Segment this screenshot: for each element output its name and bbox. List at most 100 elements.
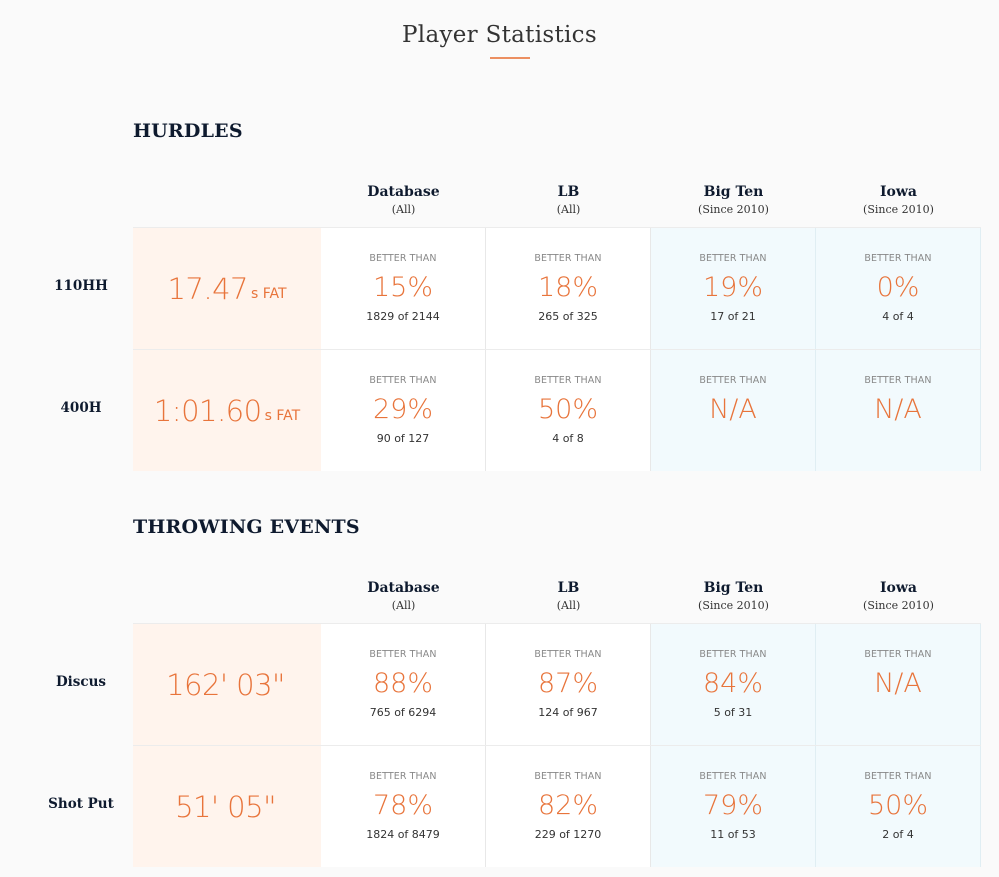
column-name: LB xyxy=(557,580,580,596)
section-title: THROWING EVENTS xyxy=(133,516,360,538)
percentile-value: 50% xyxy=(867,790,928,821)
better-than-label: BETTER THAN xyxy=(864,771,932,782)
rank-count: 4 of 8 xyxy=(552,432,584,445)
column-scope: (Since 2010) xyxy=(863,599,934,612)
rank-count: 1829 of 2144 xyxy=(366,310,440,323)
table-row: Shot Put 51' 05" BETTER THAN 78% 1824 of… xyxy=(0,746,999,867)
event-label: Discus xyxy=(55,674,107,690)
rank-count: 229 of 1270 xyxy=(534,828,602,841)
stat-cell-database: BETTER THAN 15% 1829 of 2144 xyxy=(321,228,486,349)
rank-count: 265 of 325 xyxy=(538,310,598,323)
row-divider xyxy=(133,745,981,746)
rank-count: 5 of 31 xyxy=(713,706,753,719)
column-header-big-ten: Big Ten (Since 2010) xyxy=(651,580,816,612)
column-name: Iowa xyxy=(879,580,917,596)
stat-cell-big-ten: BETTER THAN 19% 17 of 21 xyxy=(651,228,816,349)
column-header-big-ten: Big Ten (Since 2010) xyxy=(651,184,816,216)
rank-count: 1824 of 8479 xyxy=(366,828,440,841)
title-underline xyxy=(490,57,530,59)
table-row: 400H 1:01.60 s FAT BETTER THAN 29% 90 of… xyxy=(0,350,999,471)
stat-cell-iowa: BETTER THAN N/A xyxy=(816,624,981,745)
percentile-value: 50% xyxy=(537,394,598,425)
column-scope: (Since 2010) xyxy=(698,599,769,612)
percentile-value: 87% xyxy=(537,668,598,699)
row-divider xyxy=(133,349,981,350)
column-scope: (All) xyxy=(391,203,416,216)
column-header-lb: LB (All) xyxy=(486,580,651,612)
table-row: 110HH 17.47 s FAT BETTER THAN 15% 1829 o… xyxy=(0,228,999,349)
percentile-value: N/A xyxy=(874,394,922,425)
column-name: Big Ten xyxy=(703,580,764,596)
rank-count: 4 of 4 xyxy=(882,310,914,323)
rank-count: 2 of 4 xyxy=(882,828,914,841)
better-than-label: BETTER THAN xyxy=(369,771,437,782)
personal-best-value: 17.47 xyxy=(167,271,248,306)
better-than-label: BETTER THAN xyxy=(534,375,602,386)
rank-count: 11 of 53 xyxy=(710,828,756,841)
better-than-label: BETTER THAN xyxy=(369,375,437,386)
personal-best-cell: 162' 03" xyxy=(133,624,322,745)
personal-best-value: 51' 05" xyxy=(175,789,276,824)
section-title: HURDLES xyxy=(133,120,243,142)
percentile-value: 84% xyxy=(702,668,763,699)
percentile-value: 79% xyxy=(702,790,763,821)
stat-cell-lb: BETTER THAN 18% 265 of 325 xyxy=(486,228,651,349)
stat-cell-lb: BETTER THAN 87% 124 of 967 xyxy=(486,624,651,745)
better-than-label: BETTER THAN xyxy=(699,771,767,782)
table-top-border xyxy=(133,623,981,624)
column-header-lb: LB (All) xyxy=(486,184,651,216)
personal-best-cell: 17.47 s FAT xyxy=(133,228,322,349)
percentile-value: 0% xyxy=(876,272,920,303)
personal-best-value: 1:01.60 xyxy=(153,393,262,428)
percentile-value: N/A xyxy=(709,394,757,425)
rank-count: 124 of 967 xyxy=(538,706,598,719)
better-than-label: BETTER THAN xyxy=(369,649,437,660)
better-than-label: BETTER THAN xyxy=(864,649,932,660)
better-than-label: BETTER THAN xyxy=(534,649,602,660)
better-than-label: BETTER THAN xyxy=(699,253,767,264)
column-scope: (All) xyxy=(556,599,581,612)
column-scope: (All) xyxy=(391,599,416,612)
column-name: Database xyxy=(367,580,440,596)
stat-cell-big-ten: BETTER THAN 79% 11 of 53 xyxy=(651,746,816,867)
stat-cell-iowa: BETTER THAN N/A xyxy=(816,350,981,471)
column-scope: (Since 2010) xyxy=(863,203,934,216)
better-than-label: BETTER THAN xyxy=(369,253,437,264)
table-row: Discus 162' 03" BETTER THAN 88% 765 of 6… xyxy=(0,624,999,745)
column-header-iowa: Iowa (Since 2010) xyxy=(816,184,981,216)
stat-cell-database: BETTER THAN 29% 90 of 127 xyxy=(321,350,486,471)
stat-cell-database: BETTER THAN 88% 765 of 6294 xyxy=(321,624,486,745)
percentile-value: N/A xyxy=(874,668,922,699)
stat-cell-iowa: BETTER THAN 50% 2 of 4 xyxy=(816,746,981,867)
personal-best-cell: 51' 05" xyxy=(133,746,322,867)
rank-count: 17 of 21 xyxy=(710,310,756,323)
stat-cell-big-ten: BETTER THAN 84% 5 of 31 xyxy=(651,624,816,745)
personal-best-value: 162' 03" xyxy=(166,667,285,702)
column-name: Big Ten xyxy=(703,184,764,200)
percentile-value: 78% xyxy=(372,790,433,821)
better-than-label: BETTER THAN xyxy=(699,375,767,386)
event-label: 110HH xyxy=(54,278,108,294)
better-than-label: BETTER THAN xyxy=(534,253,602,264)
percentile-value: 88% xyxy=(372,668,433,699)
percentile-value: 29% xyxy=(372,394,433,425)
column-name: Database xyxy=(367,184,440,200)
personal-best-cell: 1:01.60 s FAT xyxy=(133,350,322,471)
stat-cell-big-ten: BETTER THAN N/A xyxy=(651,350,816,471)
table-top-border xyxy=(133,227,981,228)
better-than-label: BETTER THAN xyxy=(864,375,932,386)
column-scope: (All) xyxy=(556,203,581,216)
stat-cell-lb: BETTER THAN 50% 4 of 8 xyxy=(486,350,651,471)
column-name: Iowa xyxy=(879,184,917,200)
stat-cell-lb: BETTER THAN 82% 229 of 1270 xyxy=(486,746,651,867)
rank-count: 765 of 6294 xyxy=(369,706,437,719)
percentile-value: 18% xyxy=(537,272,598,303)
page-title: Player Statistics xyxy=(402,22,597,48)
better-than-label: BETTER THAN xyxy=(534,771,602,782)
column-name: LB xyxy=(557,184,580,200)
better-than-label: BETTER THAN xyxy=(699,649,767,660)
rank-count: 90 of 127 xyxy=(376,432,430,445)
event-label: Shot Put xyxy=(48,796,114,812)
column-header-iowa: Iowa (Since 2010) xyxy=(816,580,981,612)
event-label: 400H xyxy=(60,400,102,416)
